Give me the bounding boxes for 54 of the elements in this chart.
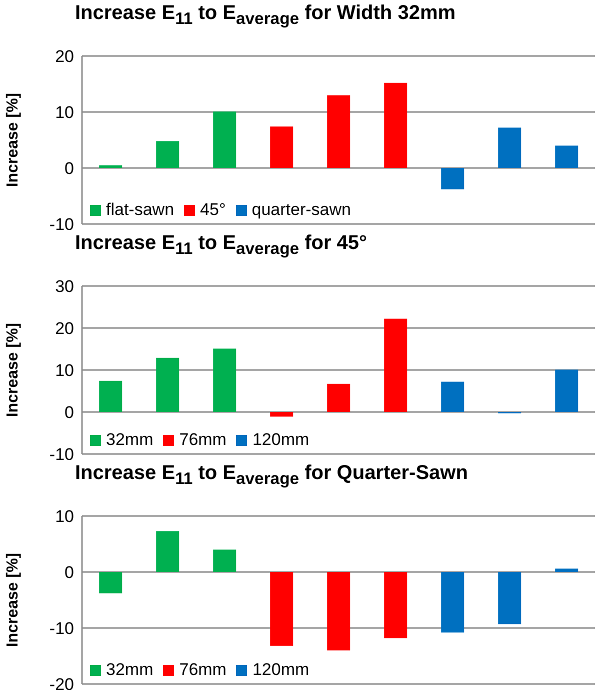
y-tick-label: 0 [64, 159, 74, 178]
legend-label: 76mm [178, 660, 226, 680]
legend-label: 120mm [251, 430, 310, 450]
bar [213, 111, 236, 168]
bar [555, 370, 578, 412]
y-axis-title: Increase [%] [4, 322, 22, 418]
bar [99, 380, 122, 412]
bar [555, 568, 578, 572]
bar [270, 126, 294, 168]
y-tick-label: 10 [55, 103, 74, 122]
bar [156, 358, 180, 412]
y-tick-label: 10 [55, 361, 74, 380]
bar [327, 95, 350, 168]
bar [327, 572, 350, 650]
bar [384, 572, 408, 638]
bar [555, 146, 578, 168]
chart-title: Increase E$_{11}$ to E$_{average}$ for Width 32mm [74, 1, 457, 30]
bar [213, 550, 236, 572]
bar [99, 165, 122, 168]
bar [213, 348, 236, 412]
legend-label: 32mm [105, 430, 154, 450]
bar [384, 82, 408, 168]
y-tick-label: 30 [55, 277, 74, 296]
bar [384, 318, 408, 412]
y-tick-label: 0 [64, 403, 74, 422]
bar [498, 128, 522, 168]
y-tick-label: 20 [55, 47, 74, 66]
y-tick-label: -10 [49, 215, 74, 234]
y-tick-label: 10 [55, 507, 74, 526]
y-tick-label: -20 [49, 675, 74, 693]
bar [327, 384, 350, 412]
legend-label: flat-sawn [105, 200, 174, 220]
bar [270, 572, 294, 646]
chart-title: Increase E$_{11}$ to E$_{average}$ for Quarter-Sawn [75, 462, 468, 488]
y-tick-label: 0 [64, 563, 74, 582]
y-axis-title: Increase [%] [4, 552, 22, 648]
legend-label: 32mm [105, 660, 154, 680]
bar [270, 412, 294, 417]
bar [156, 531, 180, 572]
bar [498, 572, 522, 624]
bar [156, 141, 180, 168]
legend-label: quarter-sawn [250, 200, 351, 220]
legend-label: 120mm [251, 660, 310, 680]
bar [441, 168, 464, 190]
legend-label: 45° [199, 200, 226, 220]
y-tick-label: -10 [49, 619, 74, 638]
y-tick-label: 20 [55, 319, 74, 338]
y-axis-title: Increase [%] [4, 92, 22, 188]
legend-label: 76mm [178, 430, 226, 450]
y-tick-label: -10 [49, 445, 74, 464]
chart-title: Increase E$_{11}$ to E$_{average}$ for 45° [75, 232, 368, 258]
bar [441, 382, 464, 412]
bar [441, 572, 464, 632]
bar [99, 572, 122, 594]
